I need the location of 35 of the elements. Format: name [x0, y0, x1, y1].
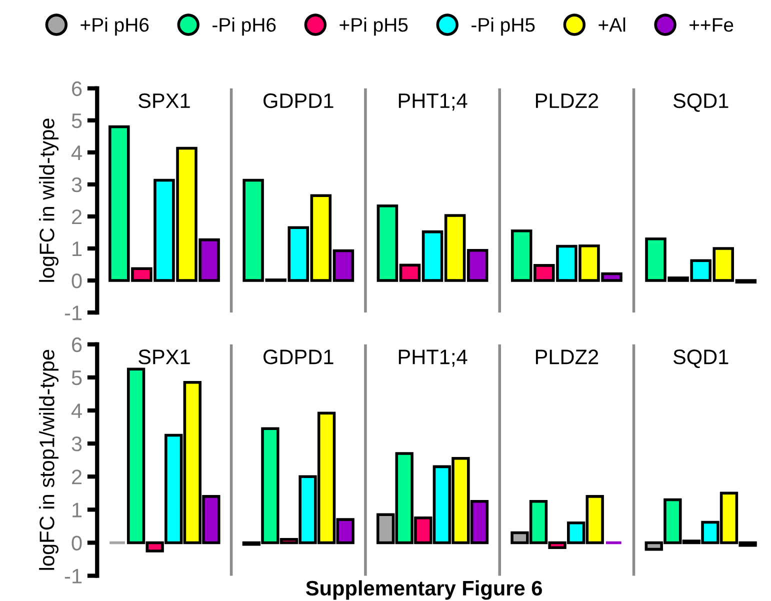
y-tick-label: 3 — [72, 177, 82, 192]
legend-label: -Pi pH5 — [472, 18, 535, 36]
legend-label: -Pi pH6 — [212, 18, 276, 36]
x-tick-label: SQD1 — [673, 350, 728, 368]
y-tick-label: 5 — [72, 370, 82, 386]
y-tick-label: 0 — [72, 536, 82, 550]
x-tick-label: PLDZ2 — [536, 93, 598, 108]
y-tick-label: -1 — [64, 568, 82, 584]
y-tick-label: 6 — [72, 337, 82, 352]
y-tick-label: 4 — [71, 404, 82, 418]
legend-label: +Pi pH5 — [340, 18, 408, 36]
y-tick-label: 1 — [72, 502, 82, 518]
x-tick-label: SQD1 — [673, 93, 728, 112]
x-tick-label: GDPD1 — [264, 350, 334, 364]
x-tick-label: PHT1;4 — [398, 350, 468, 367]
x-tick-label: SPX1 — [138, 350, 190, 364]
x-tick-label: PHT1;4 — [398, 94, 468, 111]
y-tick-label: 3 — [72, 436, 82, 452]
y-tick-label: 2 — [72, 470, 82, 484]
legend-label: +Pi pH6 — [80, 18, 149, 36]
y-tick-label: 1 — [72, 242, 82, 256]
y-tick-label: 0 — [72, 273, 82, 288]
y-axis-title: logFC in wild-type — [39, 118, 58, 282]
y-tick-label: 5 — [72, 114, 82, 128]
x-tick-label: SPX1 — [138, 93, 190, 108]
y-tick-label: -1 — [64, 306, 82, 320]
x-tick-label: PLDZ2 — [536, 350, 598, 364]
x-tick-label: GDPD1 — [264, 93, 334, 108]
y-axis-title: logFC in stop1/wild-type — [39, 350, 58, 570]
y-tick-label: 6 — [72, 81, 82, 96]
text: Supplementary Figure 6 — [306, 580, 542, 600]
legend-label: ++Fe — [690, 18, 734, 32]
y-tick-label: 4 — [71, 146, 82, 160]
y-tick-label: 2 — [72, 209, 82, 224]
legend-label: +Al — [598, 18, 626, 32]
